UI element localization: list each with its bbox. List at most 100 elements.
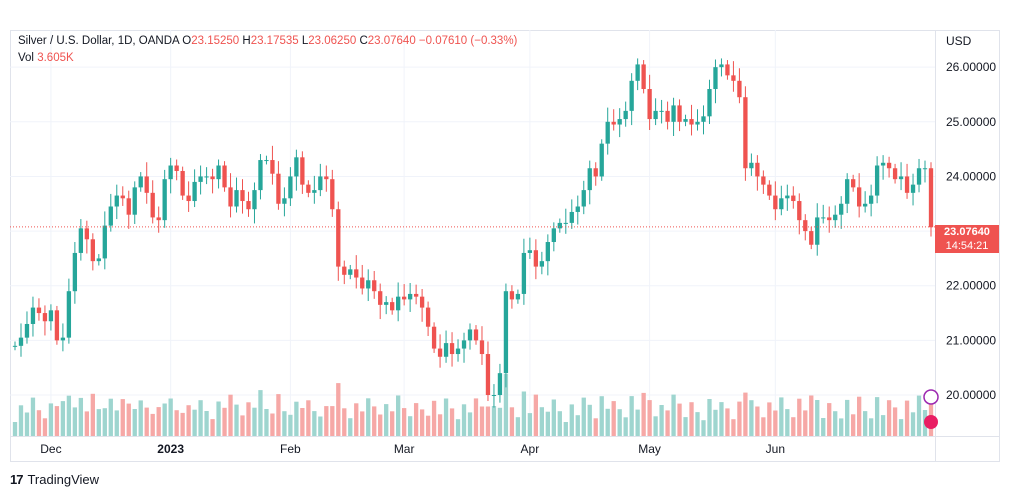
volume-bar (180, 412, 185, 436)
candle-body (449, 343, 455, 355)
volume-bar (737, 401, 742, 436)
candle-body (737, 80, 742, 98)
candle-body (174, 165, 179, 171)
low-label: L (301, 35, 309, 47)
candle-body (707, 89, 712, 117)
candle-body (330, 179, 335, 210)
candle-body (803, 220, 808, 232)
candle-body (90, 239, 95, 262)
volume-bar (713, 409, 718, 436)
last-price-badge: 23.07640 (935, 225, 999, 239)
volume-bar (162, 403, 167, 436)
candle-body (599, 143, 604, 177)
volume-bar (910, 412, 916, 436)
volume-bar (384, 404, 389, 436)
candle-body (336, 209, 341, 267)
volume-bar (312, 411, 317, 436)
volume-bar (605, 408, 610, 436)
volume-bar (845, 399, 850, 436)
volume-bar (258, 390, 263, 436)
y-tick-label: 22.00000 (946, 279, 996, 293)
candle-body (821, 217, 826, 219)
candle-body (54, 310, 60, 341)
candle-body (384, 302, 389, 305)
candle-body (114, 195, 119, 207)
volume-bar (126, 403, 131, 436)
candle-body (904, 176, 910, 193)
candle-body (60, 337, 66, 341)
volume-bar (324, 406, 329, 436)
volume-bar (677, 403, 682, 436)
volume-bar (491, 406, 497, 436)
x-tick-label: Feb (280, 442, 301, 456)
ohlc-legend: Silver / U.S. Dollar, 1D, OANDA O23.1525… (18, 35, 517, 47)
candle-body (437, 348, 443, 357)
volume-bar (629, 396, 634, 436)
candle-body (419, 296, 425, 308)
volume-bar (246, 402, 251, 436)
volume-bar (42, 418, 48, 436)
tradingview-logo-icon[interactable]: 17 (10, 472, 24, 487)
candle-body (282, 198, 287, 204)
volume-bar (348, 418, 353, 436)
candle-body (701, 116, 706, 122)
x-tick-label: Jun (766, 442, 785, 456)
volume-bar (228, 394, 233, 436)
volume-bar (653, 416, 658, 436)
high-label: H (242, 35, 251, 47)
volume-bar (102, 408, 107, 436)
volume-bar (719, 402, 724, 436)
candle-body (557, 222, 562, 229)
candle-body (725, 64, 730, 76)
candle-body (671, 105, 676, 122)
volume-bar (192, 409, 197, 436)
candle-body (120, 195, 125, 199)
x-tick-label: Apr (521, 442, 540, 456)
volume-bar (461, 404, 467, 436)
open-label: O (182, 35, 192, 47)
volume-bar (755, 406, 760, 436)
volume-bar (24, 412, 30, 436)
candle-body (300, 157, 305, 185)
candle-body (611, 121, 616, 125)
volume-bar (270, 413, 275, 436)
candle-body (791, 195, 796, 202)
candle-body (162, 179, 167, 221)
volume-bar (186, 405, 191, 436)
y-tick-label: 26.00000 (946, 60, 996, 74)
candle-body (659, 110, 664, 112)
volume-bar (66, 395, 72, 436)
candle-body (252, 190, 257, 210)
volume-bar (425, 415, 431, 436)
candle-body (862, 203, 868, 207)
candle-body (713, 67, 718, 90)
candle-body (443, 343, 449, 357)
volume-bar (874, 397, 880, 436)
volume-bar (557, 411, 562, 436)
candle-body (563, 222, 568, 224)
volume-bar (413, 403, 419, 436)
candle-body (647, 89, 652, 120)
candle-body (479, 340, 485, 355)
candle-body (749, 162, 754, 169)
volume-bar (851, 414, 856, 436)
candle-body (198, 176, 203, 182)
candle-body (839, 203, 844, 215)
candle-body (683, 119, 688, 122)
candle-body (138, 176, 143, 188)
brand-name[interactable]: TradingView (27, 472, 100, 487)
volume-label[interactable]: Vol (18, 52, 34, 64)
volume-bar (419, 409, 425, 436)
candle-body (857, 187, 862, 207)
candle-body (845, 179, 850, 204)
volume-bar (509, 407, 515, 436)
volume-bar (156, 407, 161, 436)
volume-bar (575, 415, 580, 436)
symbol-title[interactable]: Silver / U.S. Dollar, 1D, OANDA (18, 35, 180, 47)
candle-body (66, 291, 72, 338)
candle-body (629, 80, 634, 111)
candle-body (192, 181, 197, 202)
volume-bar (264, 409, 269, 436)
candle-body (827, 217, 832, 221)
